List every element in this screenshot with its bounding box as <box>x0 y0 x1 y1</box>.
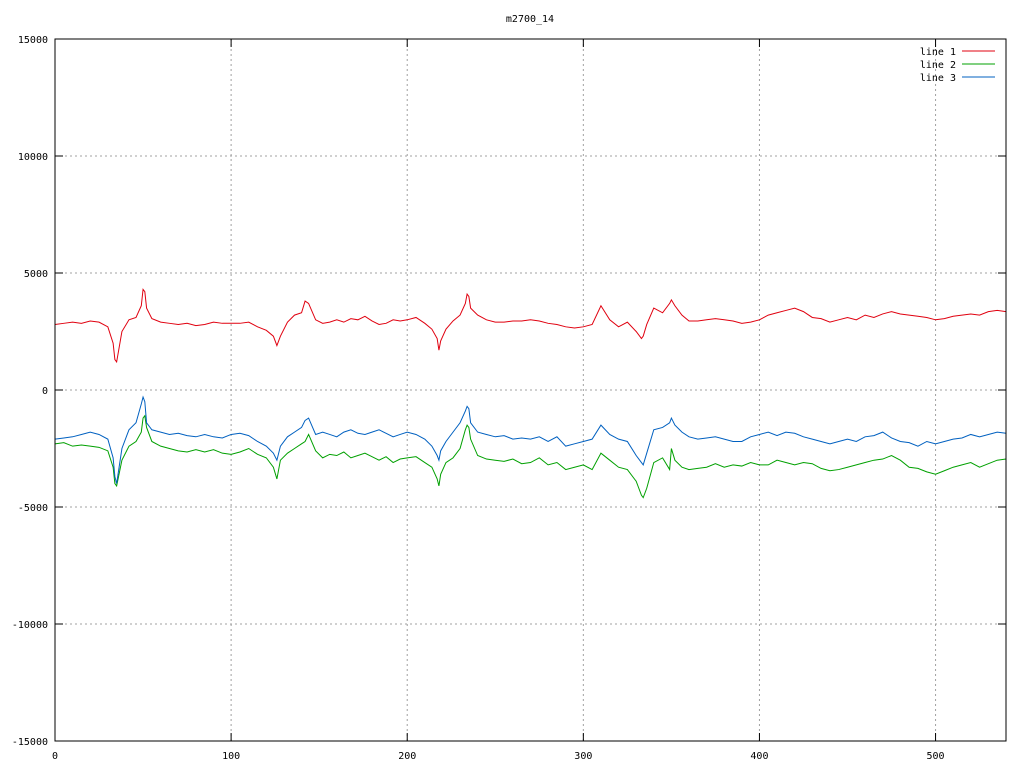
y-tick-label: 5000 <box>24 269 48 280</box>
series-line-2 <box>54 414 1007 499</box>
y-tick-label: 0 <box>42 386 48 397</box>
legend-label: line 3 <box>920 73 956 84</box>
x-tick-label: 200 <box>398 751 416 762</box>
axis-layer: -15000 -10000 -5000 0 5000 10000 15000 0 100 200 3… <box>12 35 1006 762</box>
y-tick-label: -15000 <box>12 737 48 748</box>
legend-label: line 1 <box>920 47 956 58</box>
x-tick-label: 400 <box>750 751 768 762</box>
series-line-1 <box>54 288 1007 364</box>
series-layer <box>54 288 1007 499</box>
x-tick-label: 100 <box>222 751 240 762</box>
x-tick-label: 300 <box>574 751 592 762</box>
y-tick-label: 15000 <box>18 35 48 46</box>
x-tick-label: 500 <box>927 751 945 762</box>
legend: line 1 line 2 line 3 <box>920 47 995 84</box>
chart-title: m2700_14 <box>506 14 554 25</box>
y-tick-label: -5000 <box>18 503 48 514</box>
series-line-3 <box>54 395 1007 484</box>
grid-layer <box>55 39 1006 741</box>
y-tick-label: 10000 <box>18 152 48 163</box>
y-tick-label: -10000 <box>12 620 48 631</box>
legend-label: line 2 <box>920 60 956 71</box>
x-tick-label: 0 <box>52 751 58 762</box>
